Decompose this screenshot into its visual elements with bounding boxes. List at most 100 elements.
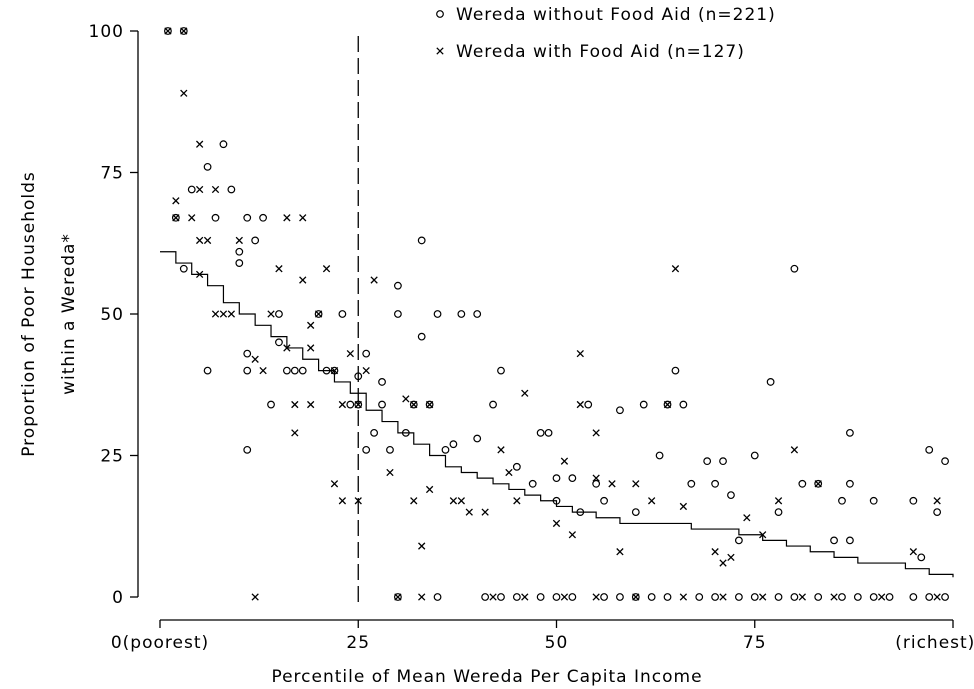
marker-o (734, 593, 743, 601)
marker-o (235, 247, 244, 256)
marker-o (925, 593, 934, 601)
marker-x (354, 497, 362, 505)
marker-x (235, 236, 243, 245)
marker-o (592, 479, 601, 488)
x-tick-label: (richest)100 (895, 633, 974, 653)
marker-x (933, 497, 941, 505)
marker-x (227, 310, 236, 318)
marker-x (307, 400, 315, 409)
marker-o (584, 400, 593, 409)
marker-x (330, 480, 339, 488)
marker-o (243, 366, 252, 375)
marker-o (473, 434, 482, 443)
marker-o (552, 593, 561, 601)
marker-o (917, 553, 926, 562)
marker-o (941, 593, 949, 601)
marker-o (298, 366, 307, 375)
marker-o (370, 428, 379, 437)
marker-x (457, 497, 465, 505)
marker-x (195, 236, 204, 245)
marker-o (417, 332, 426, 341)
marker-o (536, 428, 545, 437)
marker-x (291, 429, 299, 437)
marker-x (299, 214, 307, 222)
marker-o (425, 400, 434, 409)
marker-o (394, 310, 402, 318)
marker-o (830, 536, 838, 545)
marker-o (814, 479, 823, 488)
marker-o (671, 366, 680, 375)
marker-x (632, 593, 640, 601)
marker-x (505, 468, 513, 477)
marker-x (299, 276, 307, 284)
x-axis-title: Percentile of Mean Wereda Per Capita Inc… (271, 667, 702, 687)
marker-x (195, 185, 204, 194)
marker-x (436, 47, 444, 55)
marker-x (410, 400, 418, 409)
marker-o (679, 400, 688, 409)
marker-o (719, 457, 727, 466)
marker-x (354, 400, 362, 409)
marker-o (600, 593, 608, 601)
marker-o (251, 236, 260, 245)
marker-o (631, 593, 640, 601)
marker-o (362, 445, 371, 454)
marker-x (211, 185, 220, 194)
marker-o (203, 162, 212, 171)
marker-o (711, 479, 719, 488)
legend-label: Wereda with Food Aid (n=127) (456, 42, 745, 62)
marker-x (251, 593, 259, 601)
y-tick-label: 0 (112, 588, 124, 608)
marker-o (853, 593, 862, 601)
marker-x (211, 310, 220, 318)
marker-x (251, 355, 259, 363)
marker-o (378, 400, 386, 409)
marker-o (497, 366, 505, 375)
marker-o (235, 259, 244, 267)
marker-x (719, 559, 727, 567)
x-tick-label: 50 (545, 633, 569, 653)
marker-o (512, 462, 521, 471)
marker-x (568, 531, 577, 539)
marker-o (925, 445, 934, 454)
marker-x (632, 480, 640, 488)
marker-o (909, 593, 918, 601)
marker-o (814, 593, 823, 601)
marker-x (203, 236, 212, 245)
marker-o (267, 400, 275, 409)
marker-x (322, 265, 331, 273)
marker-o (179, 264, 188, 273)
marker-x (592, 429, 600, 437)
marker-o (798, 479, 807, 488)
marker-o (536, 593, 545, 601)
marker-o (394, 593, 402, 601)
marker-x (195, 140, 204, 148)
marker-x (521, 389, 529, 397)
marker-o (750, 593, 759, 601)
marker-x (576, 400, 584, 409)
marker-x (314, 310, 323, 318)
marker-x (267, 310, 275, 318)
marker-o (846, 536, 854, 545)
marker-o (663, 400, 672, 409)
marker-o (164, 27, 172, 35)
marker-x (592, 593, 600, 601)
y-axis-title: within a Wereda* (59, 233, 79, 395)
legend-label: Wereda without Food Aid (n=221) (456, 5, 776, 25)
marker-o (727, 491, 735, 500)
marker-x (790, 446, 799, 454)
marker-o (441, 445, 450, 454)
marker-o (314, 310, 323, 318)
marker-o (750, 451, 759, 460)
marker-o (639, 400, 648, 409)
marker-x (560, 593, 569, 601)
marker-x (180, 27, 188, 35)
marker-x (362, 366, 370, 375)
marker-x (180, 89, 188, 97)
marker-o (386, 445, 394, 454)
marker-o (790, 264, 799, 273)
marker-x (219, 310, 228, 318)
marker-o (909, 496, 918, 505)
marker-o (600, 496, 608, 505)
